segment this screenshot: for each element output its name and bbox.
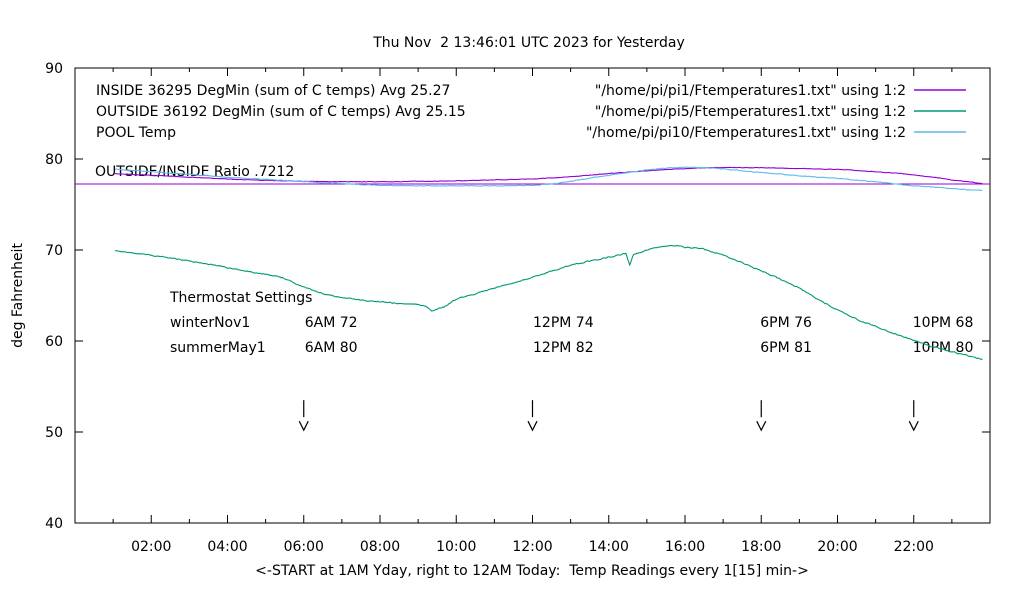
x-tick-label: 08:00 xyxy=(360,539,400,555)
series-line-inside xyxy=(114,166,983,185)
y-tick-label: 40 xyxy=(45,516,63,532)
arrow-head xyxy=(527,420,538,432)
arrow-head xyxy=(756,420,767,432)
y-axis-label: deg Fahrenheit xyxy=(10,243,26,348)
x-tick-label: 04:00 xyxy=(207,539,247,555)
y-tick-label: 90 xyxy=(45,61,63,77)
y-tick-label: 80 xyxy=(45,152,63,168)
x-tick-label: 22:00 xyxy=(894,539,934,555)
thermostat-header: Thermostat Settings xyxy=(169,290,312,306)
ratio-annotation: OUTSIDE/INSIDE Ratio .7212 xyxy=(95,164,294,180)
thermostat-row-label: summerMay1 xyxy=(170,340,266,356)
thermostat-row-label: winterNov1 xyxy=(170,315,250,331)
x-axis-label: <-START at 1AM Yday, right to 12AM Today… xyxy=(255,563,809,579)
legend-label-inside: INSIDE 36295 DegMin (sum of C temps) Avg… xyxy=(96,83,450,99)
thermostat-value: 12PM 82 xyxy=(533,340,594,356)
thermostat-value: 10PM 80 xyxy=(913,340,974,356)
series-line-outside xyxy=(114,244,983,360)
thermostat-value: 10PM 68 xyxy=(913,315,974,331)
legend-label-outside: OUTSIDE 36192 DegMin (sum of C temps) Av… xyxy=(96,104,466,120)
thermostat-value: 6PM 81 xyxy=(760,340,812,356)
legend-label-pool: POOL Temp xyxy=(96,125,176,141)
y-tick-label: 50 xyxy=(45,425,63,441)
legend-file-pool: "/home/pi/pi10/Ftemperatures1.txt" using… xyxy=(586,125,906,141)
thermostat-value: 6PM 76 xyxy=(760,315,812,331)
x-tick-label: 12:00 xyxy=(512,539,552,555)
legend-file-outside: "/home/pi/pi5/Ftemperatures1.txt" using … xyxy=(595,104,906,120)
arrow-head xyxy=(298,420,309,432)
thermostat-value: 6AM 80 xyxy=(305,340,358,356)
legend-file-inside: "/home/pi/pi1/Ftemperatures1.txt" using … xyxy=(595,83,906,99)
x-tick-label: 06:00 xyxy=(284,539,324,555)
thermostat-value: 6AM 72 xyxy=(305,315,358,331)
x-tick-label: 16:00 xyxy=(665,539,705,555)
thermostat-value: 12PM 74 xyxy=(533,315,594,331)
x-tick-label: 10:00 xyxy=(436,539,476,555)
y-tick-label: 60 xyxy=(45,334,63,350)
x-tick-label: 20:00 xyxy=(817,539,857,555)
chart-title: Thu Nov 2 13:46:01 UTC 2023 for Yesterda… xyxy=(372,35,685,51)
x-tick-label: 18:00 xyxy=(741,539,781,555)
arrow-head xyxy=(908,420,919,432)
y-tick-label: 70 xyxy=(45,243,63,259)
x-tick-label: 14:00 xyxy=(589,539,629,555)
x-tick-label: 02:00 xyxy=(131,539,171,555)
series-line-pool xyxy=(114,166,983,191)
